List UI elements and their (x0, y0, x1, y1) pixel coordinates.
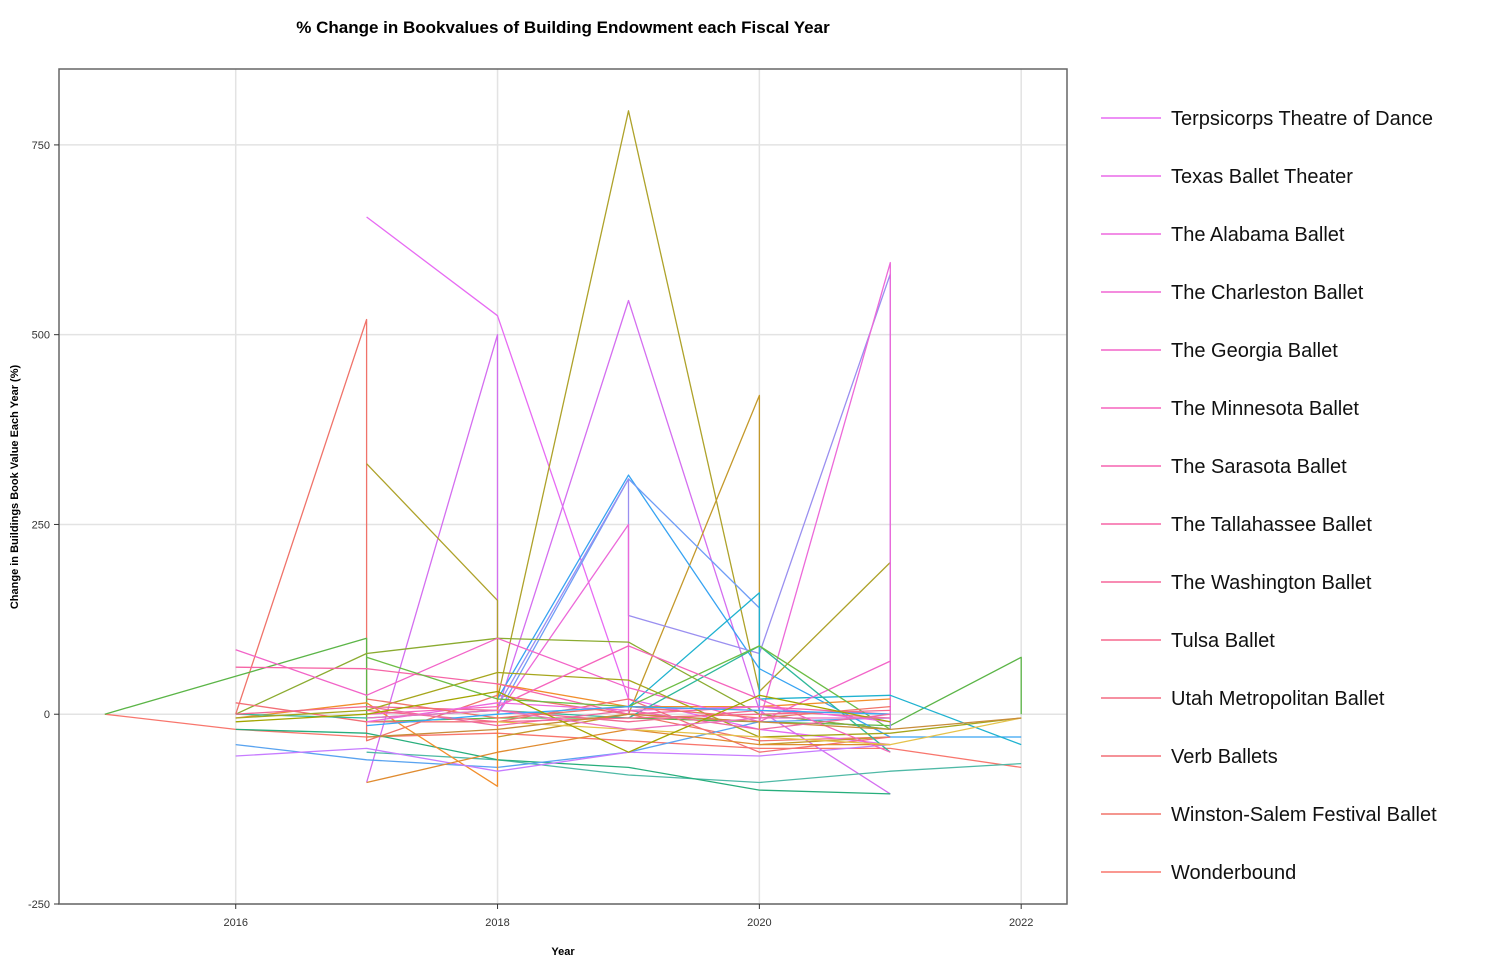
legend-item[interactable]: The Georgia Ballet (1101, 340, 1338, 362)
series-line-5 (365, 299, 891, 795)
legend-item[interactable]: The Sarasota Ballet (1101, 456, 1347, 478)
series-line-16 (235, 717, 891, 769)
legend-item[interactable]: Wonderbound (1101, 862, 1296, 884)
legend-item[interactable]: Verb Ballets (1101, 746, 1278, 768)
legend-label: The Washington Ballet (1171, 572, 1372, 594)
legend-label: Terpsicorps Theatre of Dance (1171, 108, 1433, 130)
series-line-21 (235, 645, 891, 753)
legend-item[interactable]: Utah Metropolitan Ballet (1101, 688, 1385, 710)
series-line-7 (497, 394, 891, 746)
plot-area (58, 68, 1068, 905)
y-axis: -250 0 250 500 750 (28, 140, 59, 911)
y-tick-label: 0 (44, 709, 50, 721)
legend-label: The Charleston Ballet (1171, 282, 1364, 304)
y-tick-label: 500 (32, 330, 50, 342)
x-tick-label: 2018 (485, 917, 509, 929)
series-line-32 (497, 717, 1022, 746)
legend-label: Tulsa Ballet (1171, 630, 1275, 652)
y-tick-label: 250 (32, 519, 50, 531)
series-line-35 (235, 690, 891, 753)
legend-item[interactable]: Terpsicorps Theatre of Dance (1101, 108, 1433, 130)
series-lines (104, 110, 1022, 795)
y-tick-label: -250 (28, 899, 50, 911)
legend-label: The Tallahassee Ballet (1171, 514, 1372, 536)
y-axis-title: Change in Buildings Book Value Each Year… (9, 365, 21, 610)
legend-label: Wonderbound (1171, 862, 1296, 884)
legend: Terpsicorps Theatre of Dance Texas Ballet… (1101, 108, 1437, 884)
legend-label: The Alabama Ballet (1171, 224, 1345, 246)
series-line-33 (366, 713, 1022, 738)
x-axis: 2016 2018 2020 2022 (223, 904, 1033, 929)
plot-border (58, 68, 1068, 905)
x-tick-label: 2022 (1009, 917, 1033, 929)
legend-item[interactable]: The Washington Ballet (1101, 572, 1372, 594)
legend-label: Utah Metropolitan Ballet (1171, 688, 1385, 710)
legend-item[interactable]: The Alabama Ballet (1101, 224, 1345, 246)
series-line-31 (366, 705, 891, 727)
legend-item[interactable]: Winston-Salem Festival Ballet (1101, 804, 1437, 826)
chart-title: % Change in Bookvalues of Building Endow… (296, 18, 830, 37)
legend-item[interactable]: The Minnesota Ballet (1101, 398, 1359, 420)
legend-label: The Georgia Ballet (1171, 340, 1338, 362)
legend-label: The Minnesota Ballet (1171, 398, 1359, 420)
legend-item[interactable]: The Charleston Ballet (1101, 282, 1364, 304)
y-tick-label: 750 (32, 140, 50, 152)
series-line-22 (235, 743, 891, 772)
series-line-34 (366, 705, 891, 731)
x-tick-label: 2020 (747, 917, 771, 929)
legend-item[interactable]: Tulsa Ballet (1101, 630, 1275, 652)
legend-label: Verb Ballets (1171, 746, 1278, 768)
series-line-14 (235, 728, 891, 795)
x-tick-label: 2016 (223, 917, 247, 929)
legend-item[interactable]: The Tallahassee Ballet (1101, 514, 1372, 536)
legend-item[interactable]: Texas Ballet Theater (1101, 166, 1353, 188)
series-line-36 (366, 709, 891, 731)
legend-label: The Sarasota Ballet (1171, 456, 1347, 478)
x-axis-title: Year (551, 946, 575, 958)
plot-background (59, 69, 1067, 904)
legend-label: Texas Ballet Theater (1171, 166, 1353, 188)
legend-label: Winston-Salem Festival Ballet (1171, 804, 1437, 826)
